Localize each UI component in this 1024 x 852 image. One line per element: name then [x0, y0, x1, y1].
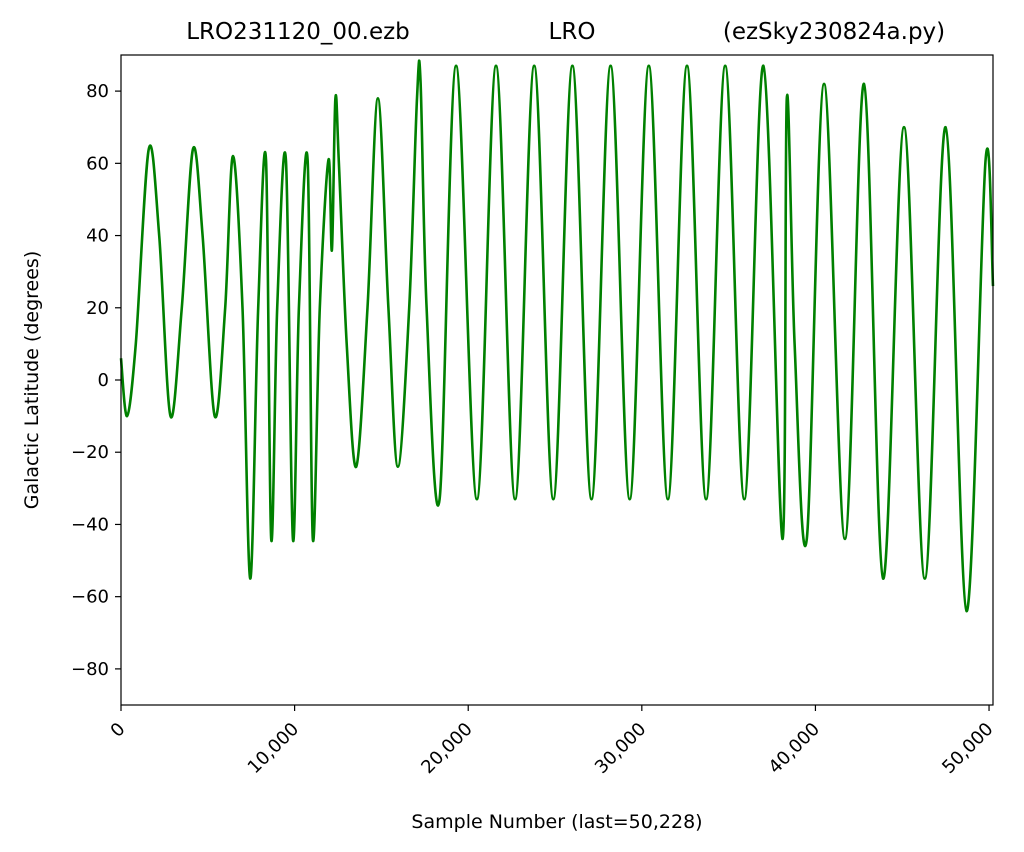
x-tick-label: 40,000 [765, 719, 824, 778]
chart-title: LRO231120_00.ezb LRO (ezSky230824a.py) [186, 19, 945, 45]
y-tick-label: 80 [86, 81, 109, 102]
y-tick-label: −60 [71, 587, 109, 608]
x-axis: 0 10,000 20,000 30,000 40,000 50,000 [107, 705, 998, 778]
title-filename: LRO231120_00.ezb [186, 19, 410, 45]
x-tick-label: 30,000 [591, 719, 650, 778]
plot-frame [120, 54, 994, 706]
y-tick-label: −40 [71, 514, 109, 535]
x-tick-label: 50,000 [938, 719, 997, 778]
y-axis: 80 60 40 20 0 −20 −40 −60 −80 [71, 81, 121, 680]
x-tick-label: 0 [107, 719, 130, 742]
y-axis-label: Galactic Latitude (degrees) [21, 251, 43, 510]
x-tick-label: 10,000 [244, 719, 303, 778]
title-script: (ezSky230824a.py) [723, 19, 945, 45]
series-line-0 [119, 59, 995, 613]
y-tick-label: 60 [86, 153, 109, 174]
y-tick-label: 20 [86, 298, 109, 319]
title-station: LRO [549, 19, 596, 45]
y-tick-label: −80 [71, 659, 109, 680]
x-tick-label: 20,000 [417, 719, 476, 778]
y-tick-label: −20 [71, 442, 109, 463]
y-tick-label: 0 [98, 370, 109, 391]
plot-area [119, 59, 995, 613]
x-axis-label: Sample Number (last=50,228) [411, 811, 702, 833]
y-tick-label: 40 [86, 226, 109, 247]
